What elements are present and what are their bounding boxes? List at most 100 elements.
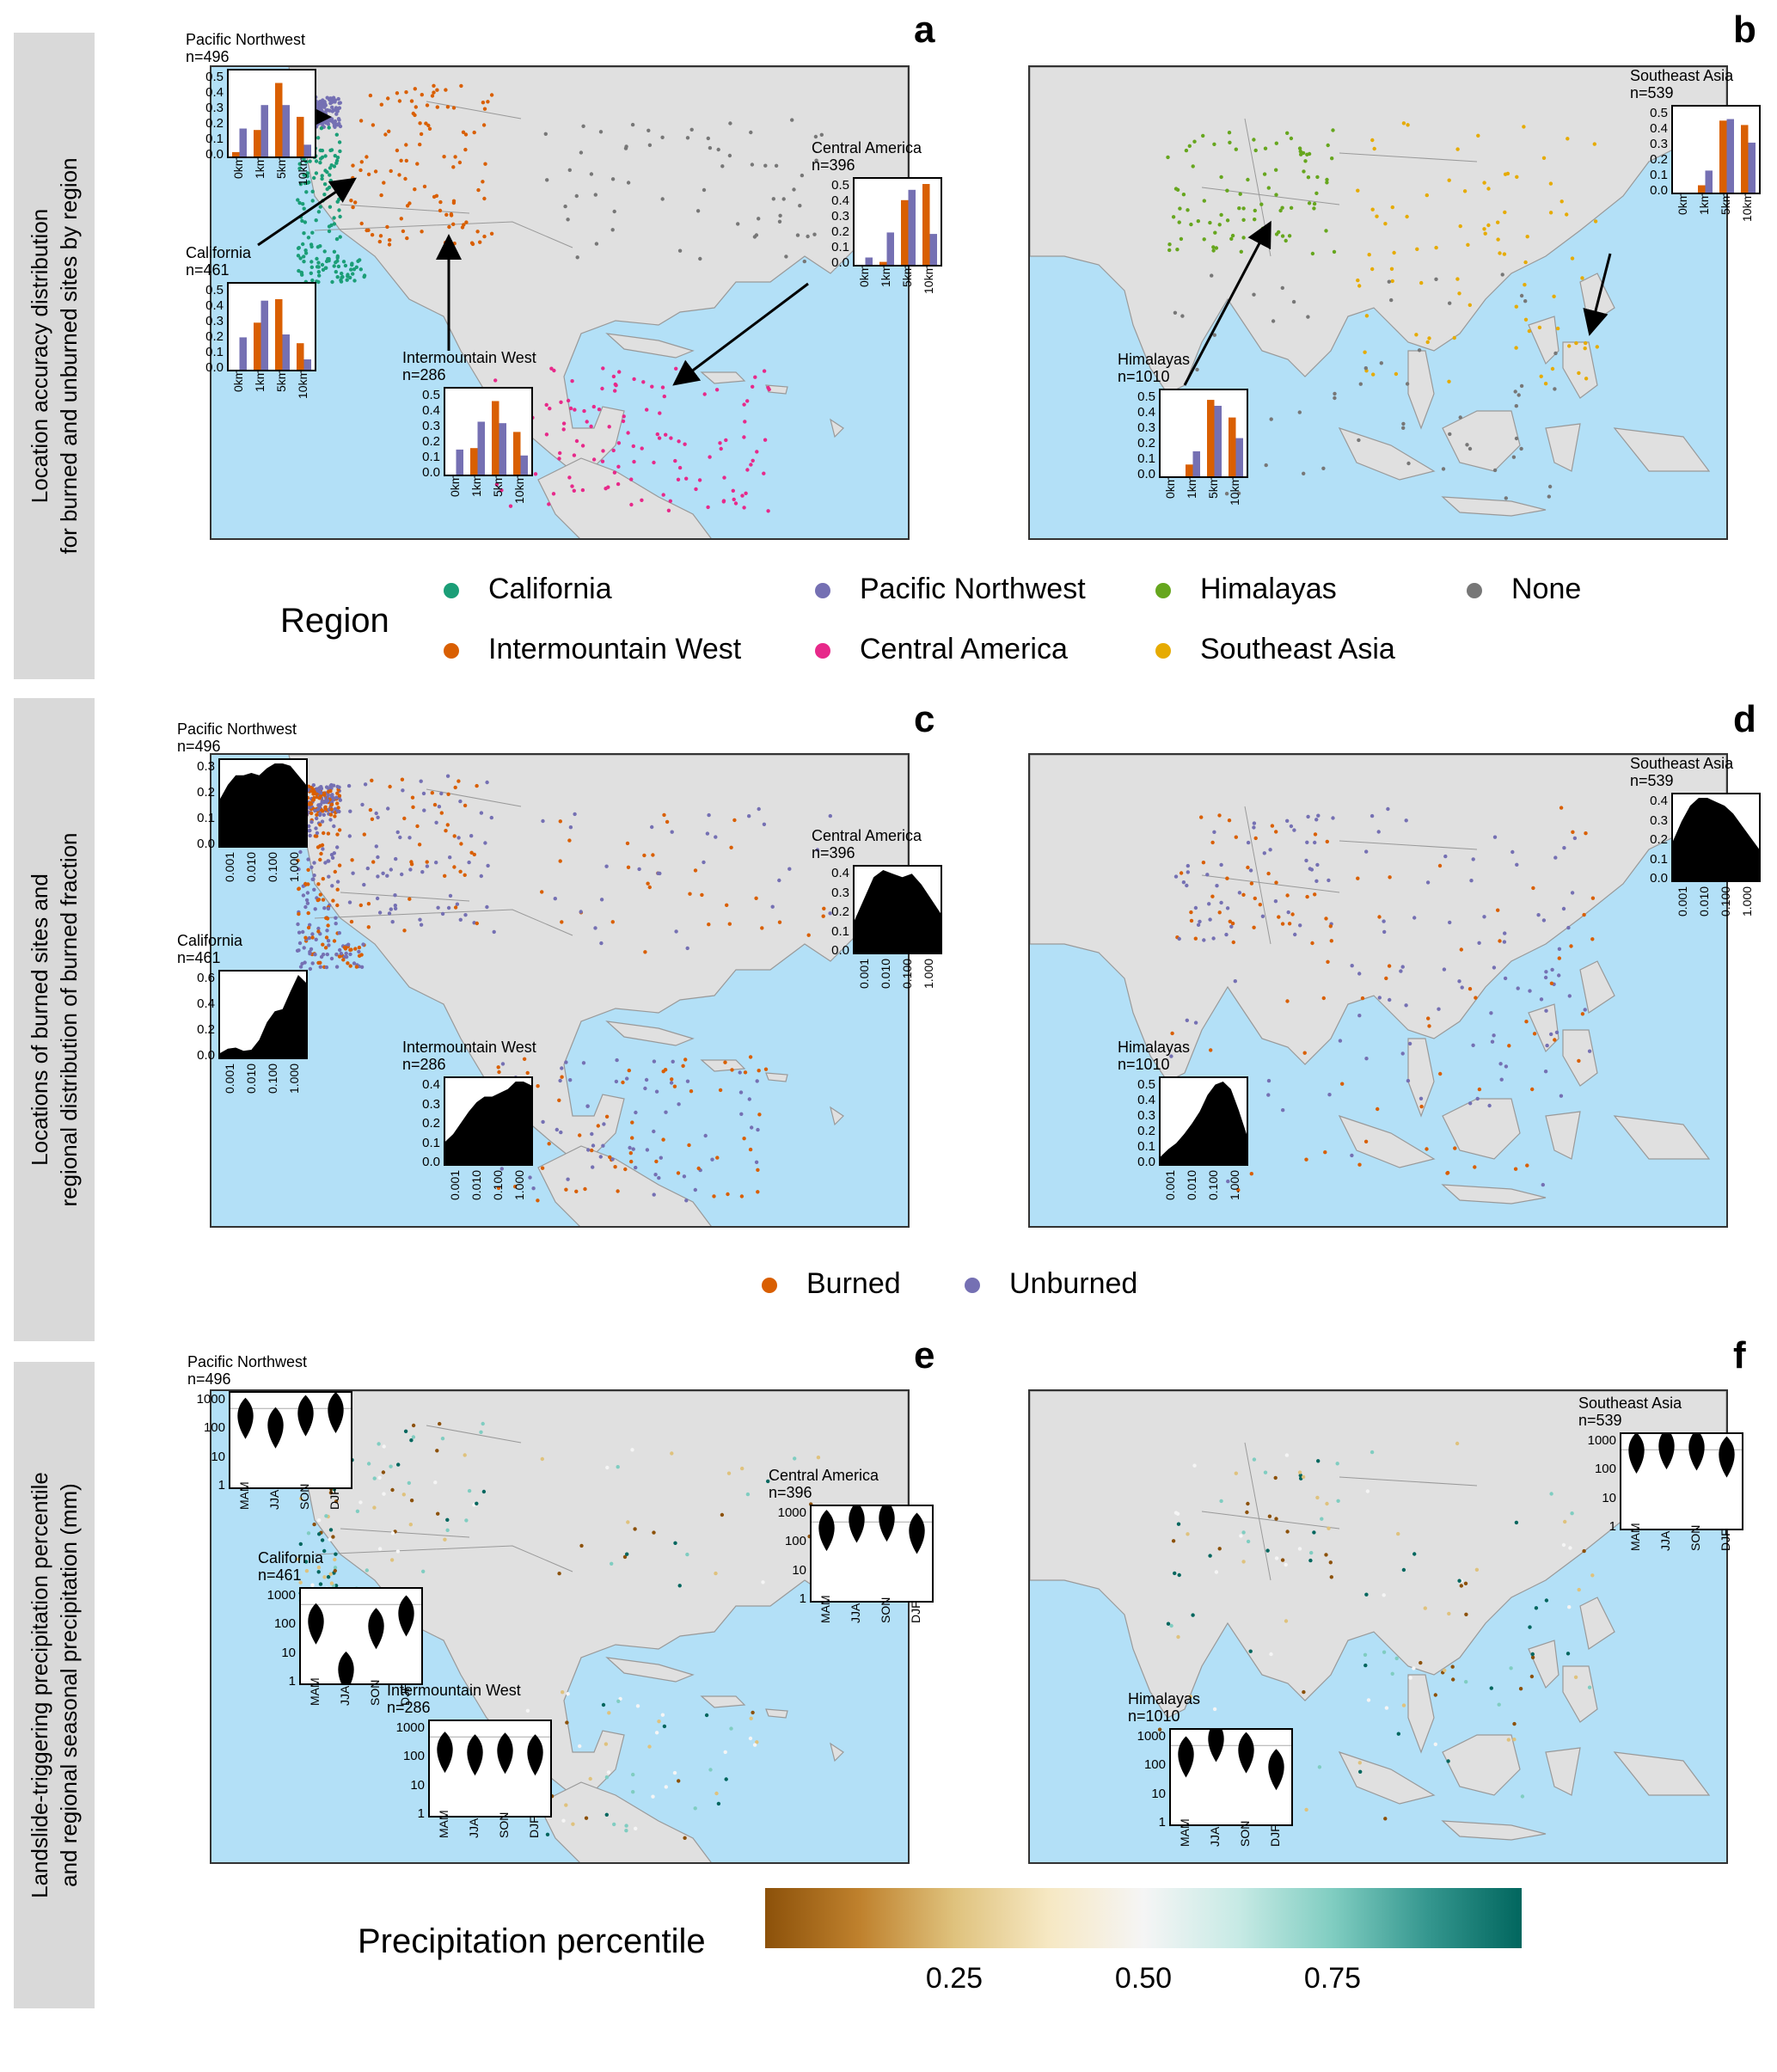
site-point [338,149,342,154]
site-point [1469,879,1474,883]
site-point [1284,1619,1289,1623]
inset-title: California [258,1549,324,1566]
site-point [685,136,690,140]
bar-unburned [1214,406,1222,476]
site-point [612,470,617,475]
site-point [585,420,589,424]
inset-plot-area [218,970,308,1059]
ytick-label: 0.1 [205,345,224,359]
site-point [787,867,792,871]
site-point [337,785,341,789]
ytick-label: 0.0 [197,1048,215,1063]
site-point [762,822,767,826]
xtick-label: 5km [1205,475,1220,499]
site-point [642,853,646,858]
site-point [335,887,340,892]
site-point [1166,155,1170,160]
site-point [307,935,312,941]
xtick-label: SON [1688,1524,1702,1551]
row-label-e-f: Landslide-triggering precipitation perce… [14,1362,95,2008]
site-point [1390,279,1394,284]
site-point [751,1710,755,1715]
site-point [445,105,450,109]
site-point [315,256,319,261]
site-point [1285,999,1290,1003]
site-point [536,1084,540,1088]
site-point [297,867,301,872]
bar-unburned [886,232,894,265]
site-point [795,233,800,237]
ytick-label: 0.2 [1137,1124,1155,1138]
site-point [1512,1738,1517,1742]
inset-n: n=539 [1578,1412,1622,1429]
land [700,371,746,384]
site-point [1592,142,1596,146]
site-point [346,961,350,966]
site-point [688,892,692,896]
site-point [483,841,487,845]
xtick-label: 1km [252,156,267,179]
site-point [335,845,340,849]
site-point [319,851,323,856]
inset-title: Central America [769,1467,879,1484]
site-point [304,160,309,164]
site-point [325,170,329,175]
site-point [724,1777,728,1781]
site-point [1523,260,1528,265]
site-point [330,795,335,800]
site-point [725,903,729,907]
site-point [359,160,364,164]
xtick-label: SON [878,1597,892,1623]
site-point [1186,208,1190,212]
site-point [1438,1071,1443,1076]
site-point [318,1582,323,1586]
site-point [1229,924,1234,929]
site-point [1329,1575,1333,1579]
site-point [1280,285,1284,291]
site-point [1314,191,1319,195]
site-point [1442,967,1447,972]
inset-title: Himalayas [1118,351,1191,368]
site-point [1297,410,1302,414]
site-point [390,1487,395,1493]
site-point [489,231,494,236]
site-point [632,377,636,382]
site-point [1253,218,1257,222]
site-point [1202,237,1206,242]
site-point [300,961,304,966]
violin-son [497,1732,513,1775]
xtick-label: 10km [921,264,935,294]
site-point [677,1102,681,1106]
panel-letter-e: e [914,1334,935,1376]
ytick-label: 0.4 [422,403,440,418]
bar-unburned [239,337,247,370]
site-point [499,1167,504,1171]
inset-title: Southeast Asia [1630,755,1734,772]
site-point [316,270,321,274]
ytick-label: 0.3 [831,885,849,900]
site-point [309,801,314,806]
site-point [334,922,338,926]
ytick-label: 1 [417,1806,425,1821]
site-point [1324,229,1328,233]
site-point [1191,1613,1195,1617]
site-point [1459,947,1463,952]
site-point [1483,231,1487,236]
site-point [323,806,328,812]
site-point [1555,326,1560,331]
site-point [1400,965,1405,969]
site-point [1307,201,1312,205]
site-point [417,843,422,847]
site-point [574,193,579,199]
site-point [324,935,329,940]
ytick-label: 0.1 [1650,168,1668,182]
site-point [1324,1553,1328,1557]
site-point [297,911,301,916]
site-point [1590,937,1595,941]
site-point [1541,918,1547,923]
site-point [540,1456,544,1462]
site-point [593,926,597,930]
site-point [1583,1008,1587,1012]
site-point [1249,881,1254,886]
site-point [1173,1511,1179,1515]
